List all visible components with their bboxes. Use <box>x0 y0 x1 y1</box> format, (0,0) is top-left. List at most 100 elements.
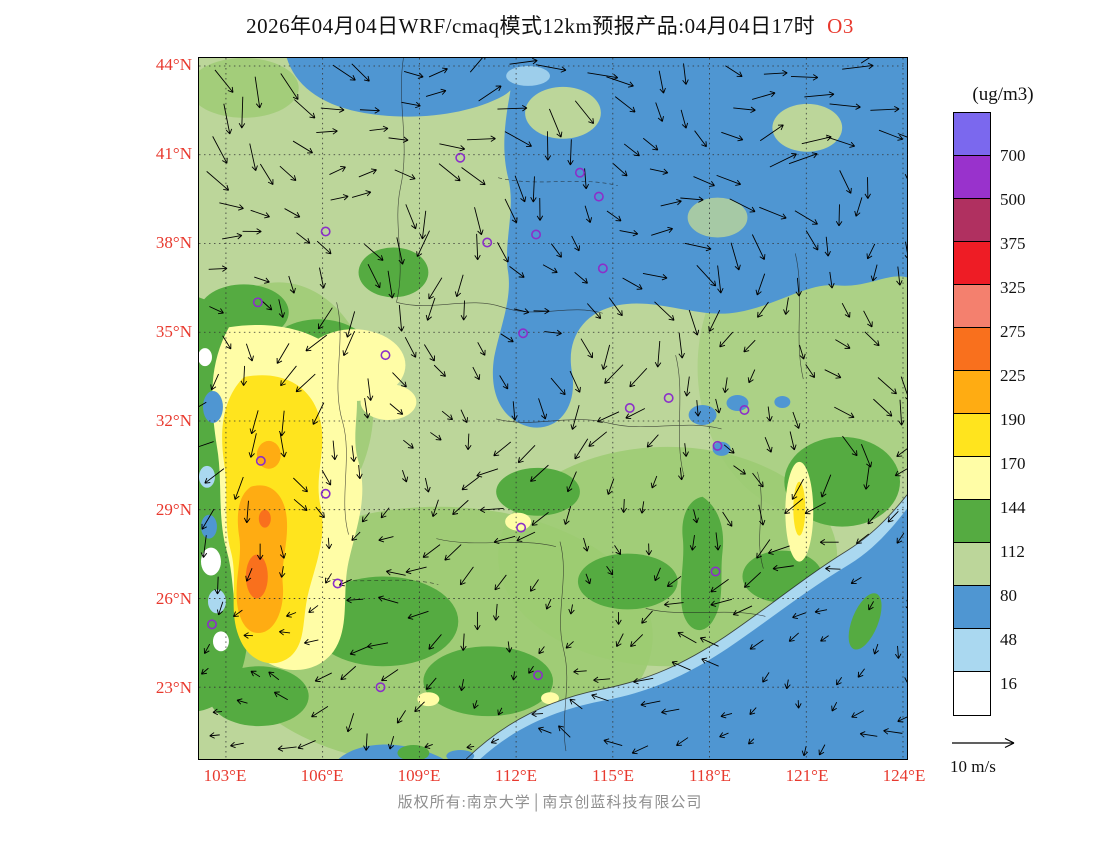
wind-vector <box>249 410 259 435</box>
wind-vector <box>725 65 743 77</box>
lon-tick-label: 109°E <box>397 766 441 785</box>
wind-vector <box>294 99 316 119</box>
wind-vector <box>425 88 447 97</box>
wind-vector <box>277 745 297 752</box>
station-marker <box>712 440 723 451</box>
wind-vector <box>820 474 832 498</box>
wind-vector <box>857 668 865 678</box>
wind-vector <box>696 265 717 287</box>
wind-vector <box>842 435 858 457</box>
wind-vector <box>747 369 756 384</box>
title-text: 2026年04月04日WRF/cmaq模式12km预报产品:04月04日17时 <box>246 14 816 38</box>
wind-vector <box>622 277 643 290</box>
wind-legend-label: 10 m/s <box>950 757 996 776</box>
wind-vector <box>273 691 288 701</box>
wind-vector <box>479 506 504 514</box>
wind-vector <box>694 130 707 148</box>
wind-vector <box>364 243 384 261</box>
wind-vector <box>472 700 479 709</box>
wind-vector <box>403 439 414 449</box>
wind-vector <box>284 208 301 218</box>
wind-vector <box>459 566 474 586</box>
wind-vector <box>799 344 806 360</box>
wind-vector <box>791 74 819 81</box>
wind-vector <box>651 226 673 236</box>
wind-vector <box>612 163 628 177</box>
wind-vector <box>530 464 549 482</box>
wind-vector <box>684 376 691 397</box>
wind-vector <box>346 713 355 733</box>
wind-vector <box>606 565 614 576</box>
wind-vector <box>614 545 622 555</box>
colorbar-cell <box>954 328 990 371</box>
wind-vector <box>476 468 499 478</box>
wind-vector <box>359 107 380 114</box>
wind-vector <box>358 168 377 178</box>
wind-vector <box>720 712 733 719</box>
wind-vector <box>904 173 907 180</box>
wind-vector <box>414 701 425 713</box>
wind-vector <box>855 533 870 545</box>
station-marker <box>710 566 721 577</box>
colorbar-tick-label: 325 <box>1000 278 1026 297</box>
wind-vector <box>459 679 466 692</box>
wind-vector <box>380 507 390 519</box>
wind-vector <box>407 610 429 620</box>
station-marker <box>482 237 493 248</box>
wind-vector <box>511 401 518 421</box>
lat-tick-label: 29°N <box>155 500 192 519</box>
wind-vector <box>717 265 724 294</box>
wind-vector <box>586 303 602 319</box>
wind-vector <box>392 372 407 388</box>
wind-vector <box>474 233 481 261</box>
wind-vector <box>650 475 658 489</box>
wind-vector <box>567 139 574 166</box>
wind-vector <box>308 605 319 613</box>
colorbar-cell <box>954 242 990 285</box>
wind-vector <box>350 445 357 463</box>
wind-vector <box>653 567 661 582</box>
copyright-footer: 版权所有:南京大学│南京创蓝科技有限公司 <box>397 795 703 811</box>
station-marker <box>531 229 542 240</box>
wind-vector <box>424 477 431 493</box>
wind-vector <box>329 165 346 175</box>
wind-vector <box>755 273 766 296</box>
wind-vector <box>431 499 439 518</box>
wind-vector <box>829 103 861 110</box>
wind-vector <box>276 343 290 364</box>
wind-vector <box>378 536 394 543</box>
wind-vector <box>460 409 468 424</box>
station-marker <box>597 263 608 274</box>
wind-vector <box>788 632 799 642</box>
wind-vector <box>867 510 880 525</box>
wind-vector <box>199 401 207 407</box>
wind-vector <box>820 635 829 642</box>
wind-vector <box>615 612 622 625</box>
wind-vector <box>851 710 865 718</box>
wind-vector <box>297 740 316 750</box>
wind-vector <box>835 204 843 227</box>
wind-vector <box>405 566 427 575</box>
colorbar-tick-label: 48 <box>1000 630 1017 649</box>
wind-vector <box>363 733 370 751</box>
wind-vector <box>896 532 905 544</box>
wind-vector <box>492 603 500 621</box>
wind-vector <box>315 506 325 519</box>
wind-vector <box>349 645 369 656</box>
wind-vector <box>692 509 699 524</box>
wind-vector <box>279 432 287 458</box>
wind-vector <box>824 369 842 379</box>
wind-vector <box>860 58 870 64</box>
colorbar <box>953 112 991 716</box>
colorbar-cell <box>954 285 990 328</box>
wind-vector <box>836 676 843 686</box>
wind-vector <box>719 331 734 348</box>
wind-vector <box>863 310 873 328</box>
station-marker <box>533 670 544 681</box>
wind-vector <box>688 309 700 336</box>
lat-tick-label: 26°N <box>155 589 192 608</box>
wind-vector <box>873 398 893 417</box>
wind-vector <box>654 301 675 321</box>
wind-vector <box>439 143 466 152</box>
wind-vector <box>245 343 254 362</box>
